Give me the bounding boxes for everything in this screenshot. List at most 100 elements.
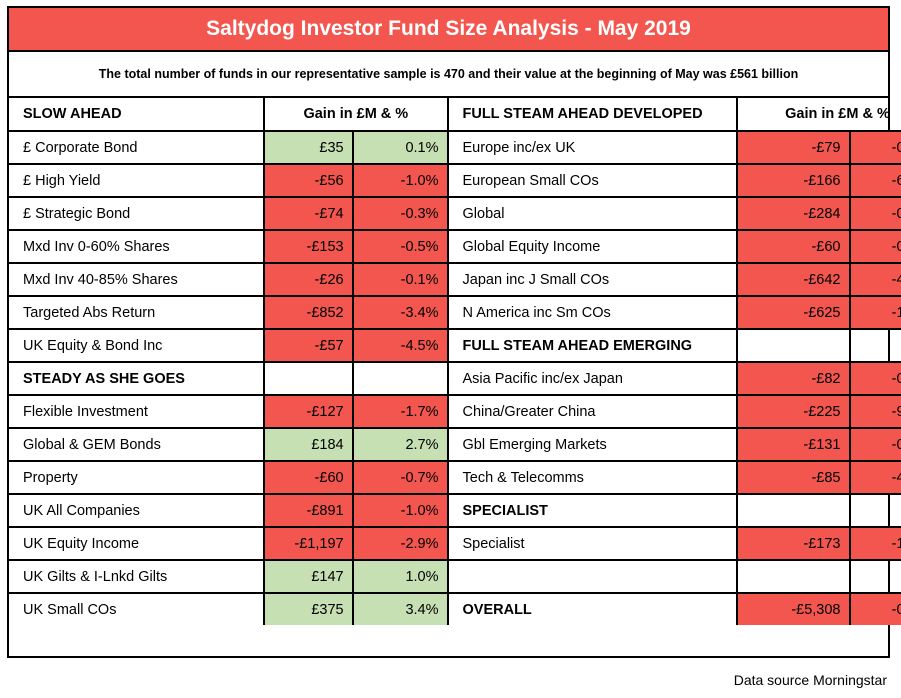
gain-header: Gain in £M & % bbox=[735, 98, 901, 132]
gain-millions: -£57 bbox=[263, 329, 353, 363]
sector-name: Flexible Investment bbox=[9, 395, 265, 429]
gain-millions: -£60 bbox=[263, 461, 353, 495]
table-row: UK Equity & Bond Inc -£57 -4.5% bbox=[9, 329, 447, 363]
table-row: Targeted Abs Return -£852 -3.4% bbox=[9, 296, 447, 330]
section-header: STEADY AS SHE GOES bbox=[9, 362, 265, 396]
gain-millions: -£56 bbox=[263, 164, 353, 198]
table-subtitle: The total number of funds in our represe… bbox=[9, 52, 888, 98]
gain-millions: -£74 bbox=[263, 197, 353, 231]
table-row: Specialist-£173-1.0% bbox=[448, 527, 901, 561]
table-row: £ High Yield -£56 -1.0% bbox=[9, 164, 447, 198]
left-half: SLOW AHEAD Gain in £M & % £ Corporate Bond… bbox=[9, 98, 449, 625]
gain-millions: -£852 bbox=[263, 296, 353, 330]
data-source-note: Data source Morningstar bbox=[733, 672, 887, 688]
section-header: FULL STEAM AHEAD DEVELOPED bbox=[448, 98, 737, 132]
table-row: SPECIALIST bbox=[448, 494, 901, 528]
sector-name: Mxd Inv 40-85% Shares bbox=[9, 263, 265, 297]
table-row: Gbl Emerging Markets-£131-0.9% bbox=[448, 428, 901, 462]
gain-millions: -£79 bbox=[735, 131, 850, 165]
gain-millions: -£1,197 bbox=[263, 527, 353, 561]
gain-percent: -0.9% bbox=[848, 593, 901, 625]
gain-percent bbox=[848, 329, 901, 363]
gain-percent: -4.5% bbox=[848, 263, 901, 297]
gain-millions: -£166 bbox=[735, 164, 850, 198]
gain-millions: -£891 bbox=[263, 494, 353, 528]
gain-millions: £375 bbox=[263, 593, 353, 625]
gain-percent: -0.9% bbox=[848, 428, 901, 462]
gain-percent: -0.5% bbox=[848, 230, 901, 264]
gain-millions: -£60 bbox=[735, 230, 850, 264]
table-row: UK All Companies -£891 -1.0% bbox=[9, 494, 447, 528]
section-header: OVERALL bbox=[462, 601, 532, 618]
sector-name: Japan inc J Small COs bbox=[448, 263, 737, 297]
gain-percent: -1.8% bbox=[848, 296, 901, 330]
empty-cell bbox=[848, 560, 901, 594]
gain-percent: -0.4% bbox=[848, 362, 901, 396]
gain-header: Gain in £M & % bbox=[263, 98, 447, 132]
gain-millions: -£153 bbox=[263, 230, 353, 264]
gain-percent: -1.0% bbox=[351, 164, 447, 198]
gain-millions: -£173 bbox=[735, 527, 850, 561]
table-row: Global & GEM Bonds £184 2.7% bbox=[9, 428, 447, 462]
table-row: Global Equity Income-£60-0.5% bbox=[448, 230, 901, 264]
right-table: FULL STEAM AHEAD DEVELOPED Gain in £M & %… bbox=[448, 98, 901, 625]
gain-millions: £184 bbox=[263, 428, 353, 462]
table-row: Tech & Telecomms-£85-4.2% bbox=[448, 461, 901, 495]
gain-percent: 3.4% bbox=[351, 593, 447, 625]
sector-name: Global bbox=[448, 197, 737, 231]
gain-millions bbox=[263, 362, 353, 396]
gain-millions: -£225 bbox=[735, 395, 850, 429]
sector-name: Specialist bbox=[448, 527, 737, 561]
gain-percent: -3.4% bbox=[351, 296, 447, 330]
table-row: Asia Pacific inc/ex Japan-£82-0.4% bbox=[448, 362, 901, 396]
gain-millions: -£284 bbox=[735, 197, 850, 231]
section-header: FULL STEAM AHEAD EMERGING bbox=[448, 329, 737, 363]
sector-name: N America inc Sm COs bbox=[448, 296, 737, 330]
sector-name: UK Equity Income bbox=[9, 527, 265, 561]
sector-name: European Small COs bbox=[448, 164, 737, 198]
sector-name: UK Small COs bbox=[23, 601, 117, 618]
table-row: N America inc Sm COs-£625-1.8% bbox=[448, 296, 901, 330]
gain-percent: -0.4% bbox=[848, 197, 901, 231]
sector-name: £ Strategic Bond bbox=[9, 197, 265, 231]
gain-millions: £35 bbox=[263, 131, 353, 165]
table-row: European Small COs-£166-6.6% bbox=[448, 164, 901, 198]
sector-name: £ High Yield bbox=[9, 164, 265, 198]
table-row: Property -£60 -0.7% bbox=[9, 461, 447, 495]
gain-percent: 1.0% bbox=[351, 560, 447, 594]
sector-name: Gbl Emerging Markets bbox=[448, 428, 737, 462]
sector-name: China/Greater China bbox=[448, 395, 737, 429]
gain-percent: -4.2% bbox=[848, 461, 901, 495]
table-row: £ Corporate Bond £35 0.1% bbox=[9, 131, 447, 165]
fund-size-table: Saltydog Investor Fund Size Analysis - M… bbox=[7, 6, 901, 658]
gain-percent: -0.2% bbox=[848, 131, 901, 165]
gain-millions: -£131 bbox=[735, 428, 850, 462]
sector-name: UK Gilts & I-Lnkd Gilts bbox=[9, 560, 265, 594]
gain-percent: -0.7% bbox=[351, 461, 447, 495]
gain-millions: -£82 bbox=[735, 362, 850, 396]
sector-name: Targeted Abs Return bbox=[9, 296, 265, 330]
sector-name: UK Equity & Bond Inc bbox=[9, 329, 265, 363]
gain-percent: -1.7% bbox=[351, 395, 447, 429]
gain-percent: -9.1% bbox=[848, 395, 901, 429]
sector-name: Global Equity Income bbox=[448, 230, 737, 264]
table-row: Japan inc J Small COs-£642-4.5% bbox=[448, 263, 901, 297]
gain-percent: -4.5% bbox=[351, 329, 447, 363]
table-row: UK Equity Income -£1,197 -2.9% bbox=[9, 527, 447, 561]
table-row: STEADY AS SHE GOES bbox=[9, 362, 447, 396]
gain-millions: -£127 bbox=[263, 395, 353, 429]
gain-percent: -0.1% bbox=[351, 263, 447, 297]
gain-percent: 2.7% bbox=[351, 428, 447, 462]
sector-name: Asia Pacific inc/ex Japan bbox=[448, 362, 737, 396]
sector-name: £ Corporate Bond bbox=[9, 131, 265, 165]
table-row: SLOW AHEAD Gain in £M & % bbox=[9, 98, 447, 132]
table-grid: SLOW AHEAD Gain in £M & % £ Corporate Bond… bbox=[9, 98, 901, 625]
gain-millions: -£642 bbox=[735, 263, 850, 297]
table-title: Saltydog Investor Fund Size Analysis - M… bbox=[9, 8, 888, 52]
sector-name: Tech & Telecomms bbox=[448, 461, 737, 495]
table-row: UK Small COs £375 3.4% bbox=[9, 593, 447, 625]
empty-cell bbox=[448, 560, 737, 594]
table-row: Mxd Inv 0-60% Shares -£153 -0.5% bbox=[9, 230, 447, 264]
section-header: SPECIALIST bbox=[448, 494, 737, 528]
table-row: Europe inc/ex UK-£79-0.2% bbox=[448, 131, 901, 165]
